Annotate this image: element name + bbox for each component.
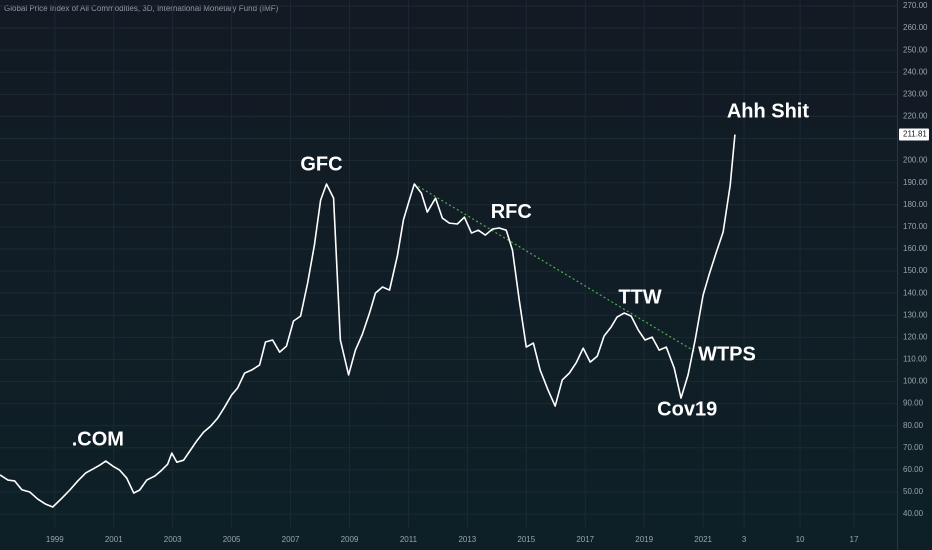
y-tick-label: 150.00 — [903, 266, 928, 275]
x-tick-label: 17 — [850, 535, 859, 544]
y-tick-label: 230.00 — [903, 89, 928, 98]
y-tick-label: 70.00 — [903, 443, 924, 452]
x-tick-label: 2013 — [458, 535, 476, 544]
annotation: RFC — [491, 201, 532, 223]
y-tick-label: 260.00 — [903, 23, 928, 32]
x-tick-label: 2021 — [694, 535, 712, 544]
x-tick-label: 3 — [742, 535, 747, 544]
x-tick-label: 2017 — [576, 535, 594, 544]
annotation: Cov19 — [657, 398, 717, 420]
y-tick-label: 270.00 — [903, 1, 928, 10]
y-tick-label: 200.00 — [903, 156, 928, 165]
y-tick-label: 130.00 — [903, 310, 928, 319]
y-tick-label: 220.00 — [903, 112, 928, 121]
y-tick-label: 100.00 — [903, 377, 928, 386]
x-tick-label: 2007 — [282, 535, 300, 544]
x-tick-label: 2005 — [223, 535, 241, 544]
y-tick-label: 90.00 — [903, 399, 924, 408]
x-tick-label: 2009 — [341, 535, 359, 544]
chart-title: Global Price Index of All Commodities, 3… — [4, 4, 279, 13]
annotation: .COM — [72, 428, 124, 450]
y-tick-label: 50.00 — [903, 487, 924, 496]
y-tick-label: 250.00 — [903, 45, 928, 54]
x-tick-label: 2001 — [105, 535, 123, 544]
y-tick-label: 110.00 — [903, 355, 927, 364]
last-price-box — [899, 128, 929, 141]
x-tick-label: 2003 — [164, 535, 182, 544]
y-tick-label: 40.00 — [903, 509, 924, 518]
price-line — [0, 134, 736, 508]
y-tick-label: 170.00 — [903, 222, 928, 231]
y-tick-label: 180.00 — [903, 200, 928, 209]
y-tick-label: 120.00 — [903, 332, 928, 341]
last-price-label: 211.81 — [903, 130, 927, 139]
trend-line — [414, 183, 697, 353]
annotation: GFC — [300, 153, 342, 175]
x-tick-label: 2011 — [400, 535, 418, 544]
annotation: TTW — [618, 286, 661, 308]
y-tick-label: 60.00 — [903, 465, 924, 474]
y-tick-label: 140.00 — [903, 288, 928, 297]
y-tick-label: 160.00 — [903, 244, 928, 253]
x-tick-label: 10 — [796, 535, 805, 544]
annotation: WTPS — [698, 343, 756, 365]
y-tick-label: 190.00 — [903, 178, 928, 187]
annotation: Ahh Shit — [727, 100, 810, 122]
x-tick-label: 1999 — [46, 535, 64, 544]
x-tick-label: 2015 — [517, 535, 535, 544]
y-tick-label: 240.00 — [903, 67, 928, 76]
x-tick-label: 2019 — [635, 535, 653, 544]
y-tick-label: 80.00 — [903, 421, 924, 430]
